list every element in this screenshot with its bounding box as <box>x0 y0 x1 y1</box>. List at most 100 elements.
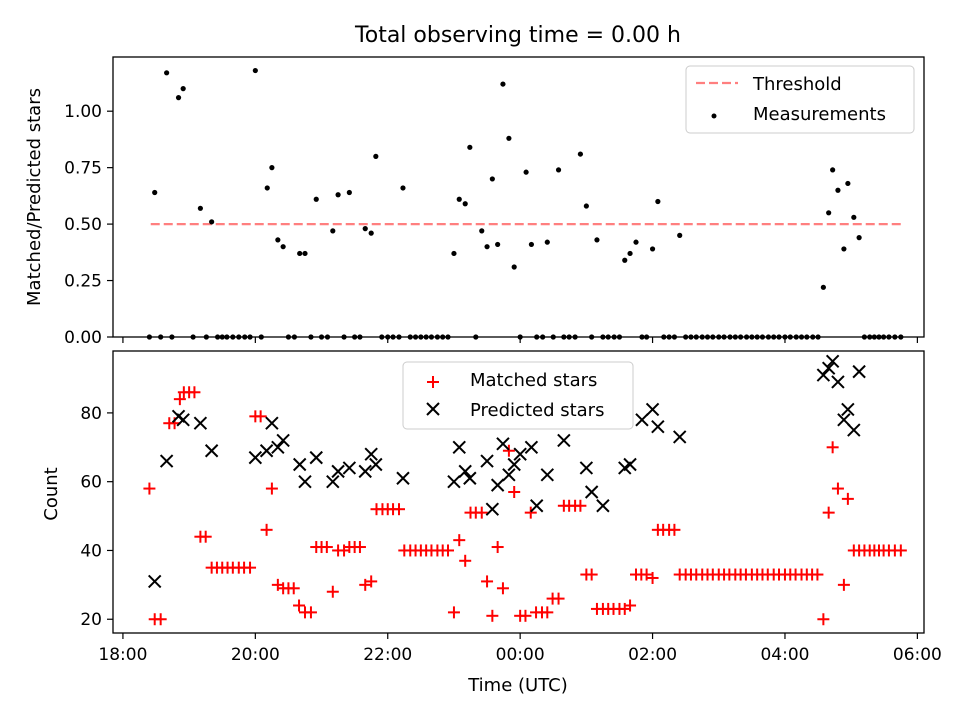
measurement-point <box>456 196 462 202</box>
measurement-point <box>627 250 633 257</box>
predicted-point <box>276 433 290 448</box>
x-axis-label: Time (UTC) <box>467 675 568 696</box>
measurement-point <box>297 250 303 257</box>
measurement-point <box>835 187 841 193</box>
predicted-point <box>259 444 274 458</box>
y-axis-label: Matched/Predicted stars <box>24 88 45 306</box>
x-tick-label: 20:00 <box>231 645 280 665</box>
predicted-point <box>485 502 500 516</box>
predicted-point <box>463 471 477 485</box>
predicted-point <box>396 471 410 485</box>
measurement-point <box>622 257 628 263</box>
measurement-point <box>544 239 550 245</box>
predicted-point <box>148 574 162 589</box>
matched-point <box>287 582 300 595</box>
matched-point <box>894 544 907 557</box>
matched-point <box>552 592 565 605</box>
matched-point <box>508 486 521 498</box>
measurement-point <box>677 232 683 238</box>
predicted-point <box>447 474 461 489</box>
measurement-point <box>400 185 406 191</box>
predicted-point <box>847 423 861 437</box>
chart-title: Total observing time = 0.00 h <box>354 23 681 48</box>
legend-matched-swatch <box>427 376 439 388</box>
measurement-point <box>851 214 857 220</box>
matched-point <box>447 606 460 619</box>
matched-point <box>353 541 366 554</box>
measurement-point <box>830 167 836 173</box>
predicted-point <box>837 413 851 427</box>
y-tick-label: 0.00 <box>64 328 102 348</box>
predicted-point <box>524 440 539 454</box>
x-tick-label: 02:00 <box>628 645 677 665</box>
predicted-point <box>852 364 866 379</box>
y-tick-label: 1.00 <box>64 102 102 122</box>
matched-point <box>524 506 537 519</box>
measurement-point <box>280 244 286 250</box>
measurement-point <box>264 185 270 191</box>
predicted-point <box>364 447 378 461</box>
predicted-point <box>480 454 494 468</box>
measurement-point <box>313 196 319 202</box>
y-tick-label: 0.50 <box>64 215 102 235</box>
matched-point <box>491 541 504 554</box>
predicted-point <box>193 416 208 430</box>
matched-point <box>841 492 854 505</box>
plot-frame <box>112 56 925 338</box>
predicted-point <box>298 474 312 489</box>
legend: Threshold Measurements <box>685 65 915 134</box>
predicted-point <box>651 419 665 434</box>
predicted-point <box>204 444 219 458</box>
matched-point <box>837 578 850 591</box>
predicted-point <box>309 450 323 465</box>
predicted-point <box>326 474 340 489</box>
y-tick-label: 0.75 <box>64 159 102 179</box>
matched-point <box>244 561 257 574</box>
matched-point <box>143 482 156 495</box>
measurement-point <box>164 70 170 76</box>
predicted-point <box>513 447 527 461</box>
legend-measurements-swatch <box>711 113 717 119</box>
matched-point <box>624 599 637 612</box>
predicted-point <box>342 461 357 475</box>
measurement-point <box>451 250 457 257</box>
measurement-point <box>373 153 379 159</box>
predicted-point <box>248 450 263 465</box>
matched-point <box>441 544 454 557</box>
plot-frame <box>112 350 925 634</box>
measurement-point <box>269 165 275 171</box>
predicted-point <box>540 468 555 482</box>
measurement-point <box>180 86 186 92</box>
legend: Matched stars Predicted stars <box>402 361 634 430</box>
predicted-point <box>529 499 544 513</box>
predicted-point <box>841 402 855 417</box>
matched-point <box>585 568 598 581</box>
predicted-point <box>672 430 687 444</box>
predicted-point <box>584 485 599 499</box>
predicted-point <box>507 457 521 472</box>
legend-box <box>685 65 915 134</box>
matched-point <box>293 599 306 612</box>
measurement-point <box>555 167 562 173</box>
measurement-point <box>500 81 506 87</box>
predicted-point <box>596 499 610 513</box>
measurement-point <box>346 189 352 196</box>
legend-predicted-label: Predicted stars <box>470 400 604 421</box>
measurement-point <box>152 189 158 196</box>
matched-point <box>811 568 824 581</box>
matched-point <box>188 386 201 399</box>
predicted-point <box>490 478 505 492</box>
predicted-point <box>358 464 372 479</box>
matched-point <box>393 503 406 516</box>
predicted-point <box>265 416 279 430</box>
matched-point <box>254 410 267 423</box>
legend-predicted-swatch <box>426 402 440 416</box>
measurement-point <box>252 67 258 74</box>
matched-point <box>486 609 499 622</box>
matched-point <box>173 393 186 406</box>
predicted-point <box>369 457 383 472</box>
measurement-point <box>820 284 826 290</box>
matched-point <box>831 482 844 495</box>
predicted-point <box>331 464 345 479</box>
